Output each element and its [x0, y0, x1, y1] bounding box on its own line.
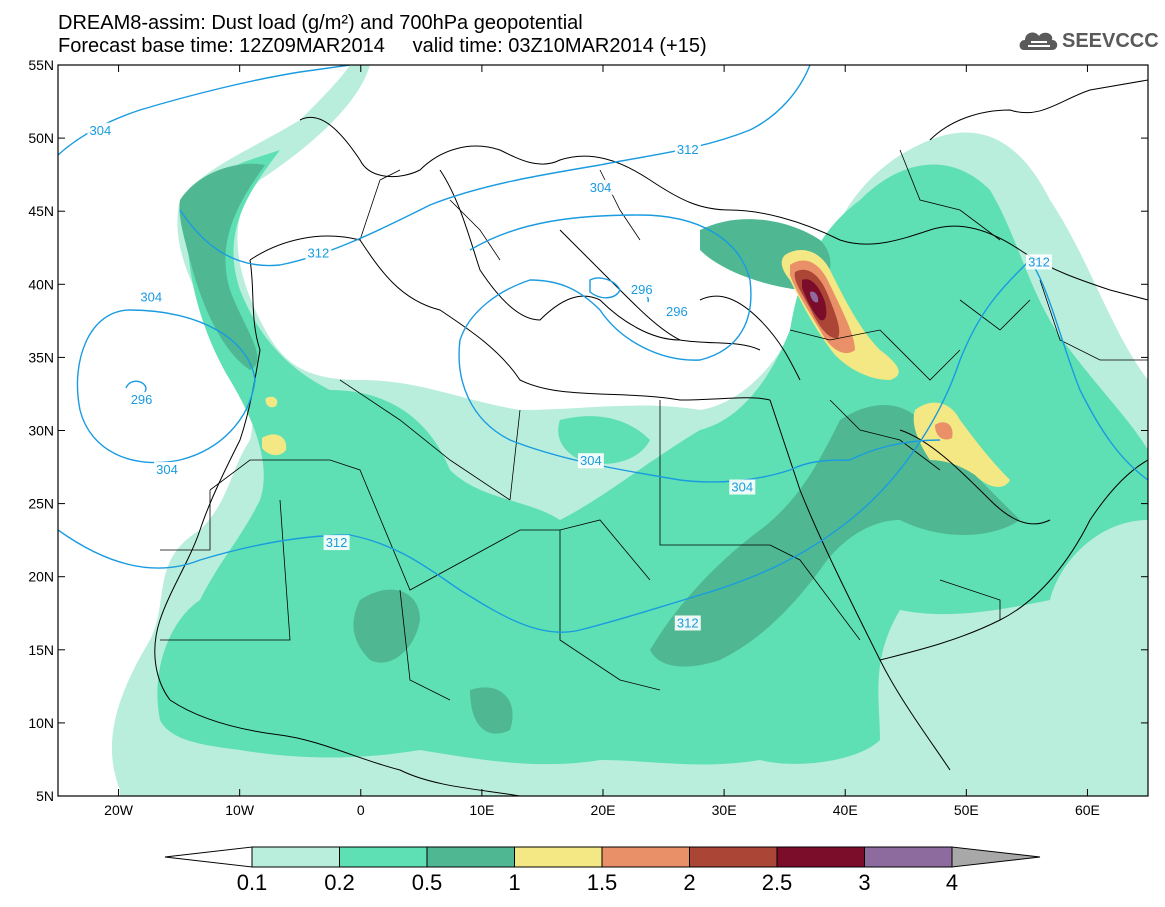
contour-label: 312	[674, 615, 701, 631]
svg-text:312: 312	[1028, 254, 1050, 269]
colorbar-label: 1.5	[587, 870, 618, 895]
lat-label: 20N	[28, 569, 54, 585]
cloud-icon	[1019, 32, 1058, 50]
contour-label: 304	[154, 461, 180, 477]
contour-label: 296	[628, 282, 655, 298]
map-subtitle: Forecast base time: 12Z09MAR2014 valid t…	[58, 35, 707, 57]
map-axes: 55N 50N 45N 40N 35N 30N 25N 20N 15N 10N 5N 20W 10W 0 1…	[28, 57, 1148, 818]
contour-label: 296	[128, 391, 155, 407]
contour-label: 304	[587, 179, 614, 195]
map-title: DREAM8-assim: Dust load (g/m²) and 700hP…	[58, 12, 583, 34]
colorbar-segment	[776, 846, 865, 868]
country-borders	[160, 149, 1148, 701]
colorbar-segment	[251, 846, 340, 868]
colorbar-label: 2.5	[762, 870, 793, 895]
contour-label: 304	[577, 453, 604, 469]
lon-label: 30E	[712, 802, 737, 818]
contour-label: 312	[305, 246, 332, 261]
colorbar-label: 4	[946, 870, 958, 895]
svg-text:296: 296	[666, 304, 688, 319]
contour-labels: 304 304 296 304 312 312 312 304 296 296 304 304 312 3…	[87, 123, 1052, 631]
colorbar-segment	[339, 846, 428, 868]
contour-label: 312	[674, 141, 701, 157]
svg-text:312: 312	[308, 246, 330, 261]
colorbar-segment	[689, 846, 778, 868]
svg-text:304: 304	[156, 462, 178, 477]
colorbar-label: 0.2	[324, 870, 355, 895]
svg-text:312: 312	[677, 142, 699, 157]
lon-label: 20E	[591, 802, 616, 818]
svg-text:312: 312	[677, 615, 699, 630]
contour-label: 304	[138, 289, 165, 305]
svg-text:304: 304	[90, 123, 112, 138]
dust-field-purple	[810, 291, 819, 303]
contour-296-greece	[589, 277, 621, 299]
svg-text:312: 312	[326, 535, 348, 550]
colorbar-label: 0.5	[412, 870, 443, 895]
lon-label: 20W	[104, 802, 134, 818]
colorbar-segment	[426, 846, 515, 868]
lat-label: 5N	[36, 788, 54, 804]
svg-text:296: 296	[631, 282, 653, 297]
coastlines	[154, 79, 1148, 796]
contour-label: 312	[1026, 254, 1052, 270]
lat-label: 35N	[28, 349, 54, 365]
contour-304-mediterranean	[458, 214, 941, 483]
colorbar-segment	[514, 846, 603, 868]
colorbar-label: 3	[858, 870, 870, 895]
svg-text:304: 304	[580, 453, 602, 468]
contour-304-north	[58, 65, 351, 156]
lat-label: 15N	[28, 642, 54, 658]
colorbar-label: 0.1	[237, 870, 268, 895]
svg-text:304: 304	[590, 180, 612, 195]
lon-label: 0	[357, 802, 365, 818]
colorbar-label: 1	[508, 870, 520, 895]
svg-text:304: 304	[731, 480, 753, 495]
lat-label: 50N	[28, 130, 54, 146]
svg-text:304: 304	[140, 289, 162, 304]
contour-label: 304	[729, 479, 756, 495]
contour-label: 312	[323, 535, 350, 551]
lon-label: 60E	[1075, 802, 1100, 818]
lon-label: 10W	[225, 802, 255, 818]
dust-field-dark	[179, 163, 1020, 734]
lat-label: 10N	[28, 715, 54, 731]
colorbar-label: 2	[683, 870, 695, 895]
colorbar: 0.1 0.2 0.5 1 1.5 2 2.5 3 4	[164, 846, 1041, 895]
contour-label: 304	[87, 123, 114, 138]
lat-label: 55N	[28, 57, 54, 73]
logo-text: SEEVCCC	[1062, 30, 1159, 52]
lon-label: 50E	[954, 802, 979, 818]
contour-304-closed-west	[76, 309, 256, 464]
svg-text:296: 296	[131, 392, 153, 407]
colorbar-high-arrow	[951, 846, 1041, 868]
lon-label: 40E	[833, 802, 858, 818]
lat-label: 45N	[28, 203, 54, 219]
contour-312-north	[179, 65, 811, 267]
lat-label: 40N	[28, 276, 54, 292]
contour-312-south	[58, 258, 1148, 633]
colorbar-segment	[864, 846, 953, 868]
colorbar-low-arrow	[164, 846, 253, 868]
colorbar-segment	[601, 846, 690, 868]
lat-label: 30N	[28, 423, 54, 439]
lon-label: 10E	[469, 802, 494, 818]
lat-label: 25N	[28, 496, 54, 512]
contour-label: 296	[663, 304, 690, 320]
